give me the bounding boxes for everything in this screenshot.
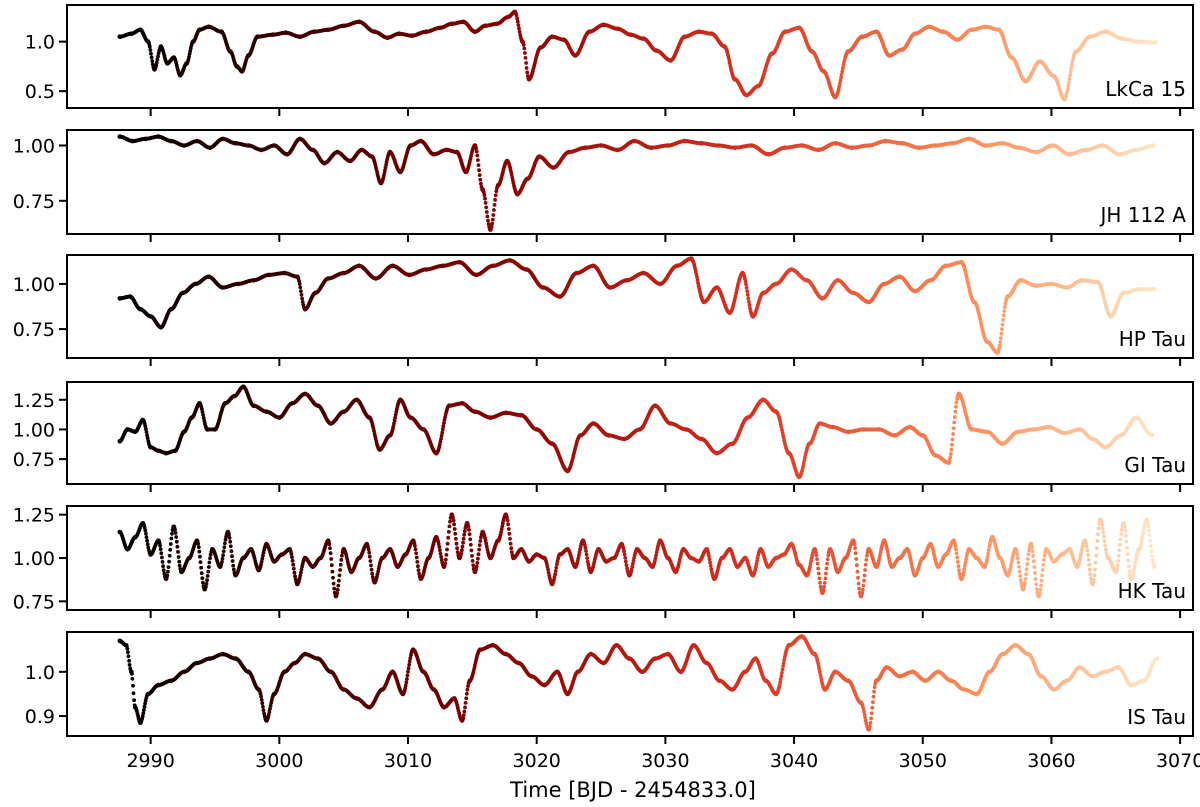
curve-dot	[484, 205, 489, 210]
curve-dot	[147, 44, 152, 49]
curve-dot	[839, 72, 844, 77]
curve-dot	[297, 282, 302, 286]
curve-dot	[841, 66, 845, 71]
panel-jh-112-a: 0.75 1.00 JH 112 A	[13, 129, 1194, 242]
curve-dot	[490, 217, 495, 222]
panel-frame	[66, 4, 1194, 109]
curve-dot	[745, 289, 750, 294]
curve-dot	[525, 70, 530, 75]
curve-dot	[156, 54, 160, 59]
curve-dot	[298, 285, 303, 290]
curve-dot	[384, 162, 388, 167]
curve-dot	[490, 221, 495, 226]
curve-dot	[475, 153, 480, 158]
curve-dot	[1066, 83, 1071, 88]
curve-dot	[521, 43, 526, 47]
curve-dot	[476, 158, 480, 163]
curve-dot	[516, 23, 521, 27]
curve-dot	[477, 168, 481, 173]
curve-dot	[477, 173, 482, 178]
curve-dot	[483, 196, 487, 201]
curve-dot	[383, 165, 388, 170]
data-point	[1150, 143, 1156, 148]
curve-dot	[479, 181, 483, 186]
panel-label-lkca-15: LkCa 15	[1105, 77, 1186, 101]
curve-dot	[187, 52, 192, 56]
curve-dot	[515, 16, 520, 21]
curve-dot	[382, 171, 387, 176]
y-tick-label: 1.00	[13, 135, 55, 157]
curve-dot	[838, 78, 843, 83]
curve-dot	[149, 55, 154, 60]
curve-dot	[747, 300, 751, 304]
panel-frame	[66, 129, 1194, 235]
curve-dot	[523, 56, 528, 60]
y-tick-label: 0.5	[25, 81, 55, 103]
panel-label-jh-112-a: JH 112 A	[1098, 203, 1186, 227]
curve-dot	[482, 193, 487, 198]
curve-dot	[744, 285, 749, 290]
y-tick-label: 1.0	[25, 32, 55, 54]
panel-lkca-15: 0.5 1.0 LkCa 15	[25, 4, 1194, 116]
curve-dot	[484, 210, 489, 214]
curve-dot	[483, 201, 488, 205]
curve-dot	[1065, 86, 1070, 91]
curve-dot	[1067, 80, 1071, 85]
curve-dot	[746, 296, 751, 301]
curve-dot	[486, 218, 490, 223]
curve-dot	[839, 75, 843, 80]
panels: 0.5 1.0 LkCa 15 0.75 1.00 JH 112 A 0.751.00HP …	[13, 4, 1194, 744]
curve-dot	[517, 29, 522, 34]
curve-dot	[493, 193, 498, 198]
curve-dot	[300, 296, 304, 301]
curve-dot	[474, 146, 478, 151]
curve-dot	[515, 19, 520, 24]
curve-dot	[522, 46, 527, 51]
curve-dot	[300, 300, 305, 304]
y-tick-label: 0.75	[13, 191, 55, 213]
curve-dot	[492, 203, 497, 207]
curve-dot	[474, 149, 479, 154]
curve-dot	[840, 69, 845, 74]
curve-dot	[1069, 66, 1074, 71]
curve-dot	[148, 48, 153, 52]
curve-dot	[1068, 73, 1072, 78]
curve-dot	[299, 292, 304, 297]
curve-dot	[299, 289, 303, 293]
curve-dot	[150, 59, 155, 63]
curve-dot	[478, 177, 483, 182]
light-curve-lkca-15	[117, 9, 1158, 102]
curve-dot	[491, 213, 496, 217]
curve-dot	[485, 214, 490, 219]
curve-dot	[838, 81, 842, 86]
curve-dot	[155, 57, 160, 62]
curve-dot	[187, 55, 191, 59]
curve-dot	[1065, 89, 1070, 94]
curve-dot	[489, 224, 494, 229]
light-curve-jh-112-a	[117, 134, 1156, 232]
curve-dot	[524, 61, 528, 65]
curve-dot	[494, 189, 499, 194]
curve-dot	[517, 26, 521, 31]
curve-dot	[149, 51, 153, 56]
curve-dot	[745, 292, 750, 297]
curve-dot	[297, 279, 301, 283]
curve-dot	[383, 168, 387, 173]
curve-dot	[744, 282, 748, 287]
data-point	[1153, 40, 1158, 45]
curve-dot	[154, 60, 159, 65]
curve-dot	[493, 198, 497, 202]
curve-dot	[1069, 63, 1074, 67]
light-curve-hp-tau	[117, 256, 1157, 355]
curve-dot	[188, 49, 193, 53]
curve-dot	[524, 66, 529, 70]
curve-dot	[492, 208, 496, 212]
curve-dot	[1067, 77, 1072, 81]
curve-dot	[523, 51, 527, 55]
curve-dot	[1068, 69, 1073, 74]
curve-dot	[476, 163, 481, 168]
